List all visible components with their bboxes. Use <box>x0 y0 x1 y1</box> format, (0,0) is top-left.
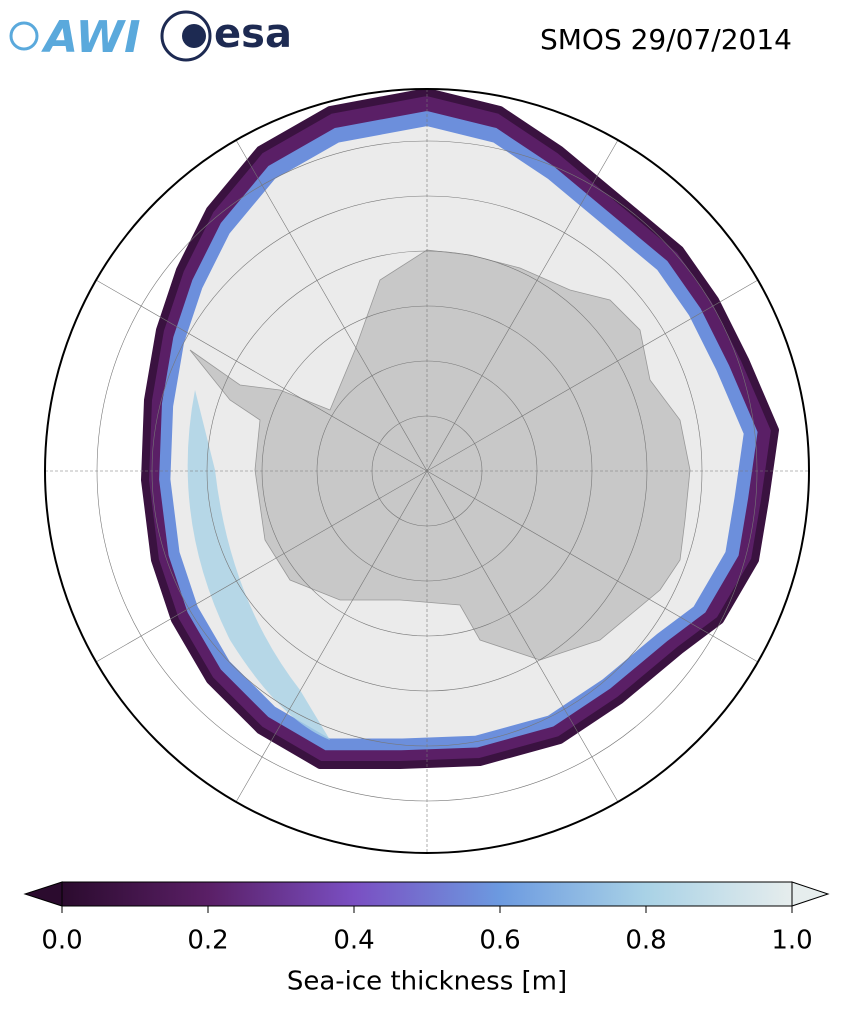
colorbar-tick-label: 0.8 <box>625 926 666 956</box>
colorbar-tick-label: 1.0 <box>771 926 812 956</box>
graticule <box>45 89 809 853</box>
colorbar-extend-high <box>791 881 830 907</box>
esa-text: esa <box>214 11 292 57</box>
map-border <box>44 88 810 854</box>
awi-logo: AWI <box>9 12 141 63</box>
colorbar-tick-label: 0.6 <box>479 926 520 956</box>
thin-ice-band <box>187 390 330 740</box>
colorbar: Sea-ice thickness [m] 0.0 0.2 0.4 0.6 0.8 1.0 <box>23 881 830 997</box>
awi-text: AWI <box>41 12 141 63</box>
map <box>45 89 809 853</box>
esa-logo: esa <box>160 10 292 62</box>
colorbar-label: Sea-ice thickness [m] <box>287 967 567 997</box>
map-title: SMOS 29/07/2014 <box>540 23 792 56</box>
colorbar-tick-label: 0.0 <box>41 926 82 956</box>
land <box>189 249 691 661</box>
colorbar-tick-label: 0.2 <box>187 926 228 956</box>
colorbar-tick-label: 0.4 <box>333 926 374 956</box>
colorbar-bar <box>61 881 793 907</box>
colorbar-extend-low <box>23 881 63 907</box>
